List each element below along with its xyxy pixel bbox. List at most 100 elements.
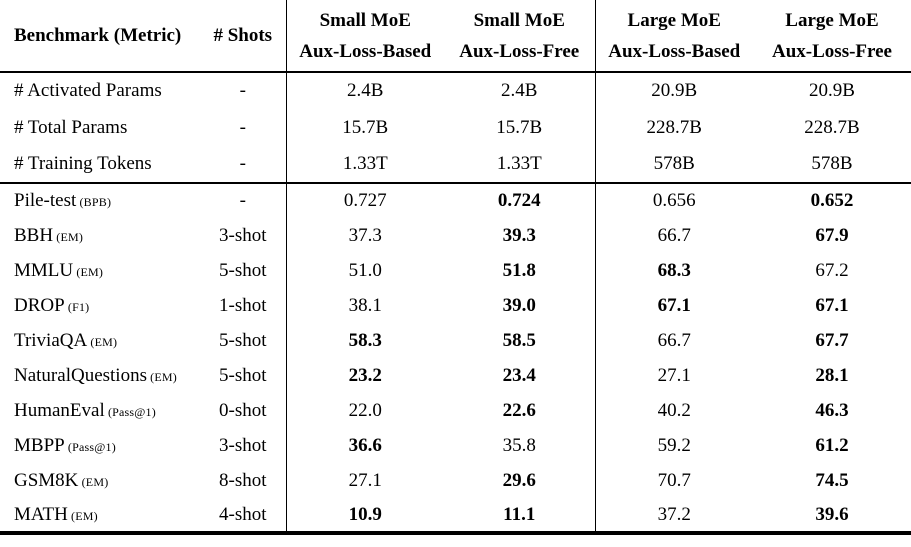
header-group-line1: Large MoE: [785, 9, 879, 31]
value-cell: 38.1: [285, 288, 444, 323]
row-label-cell: MATH (EM): [0, 498, 200, 533]
value-cell: 67.9: [815, 224, 849, 246]
table-row: MMLU (EM) 5-shot 51.0 51.8 68.3 67.2: [0, 253, 911, 288]
value-cell: 20.9B: [594, 72, 753, 109]
metric-label: (EM): [53, 229, 84, 244]
benchmarks-section: Pile-test (BPB) - 0.727 0.724 0.656 0.652 BBH …: [0, 183, 911, 533]
header-group-line2: Aux-Loss-Based: [608, 40, 741, 62]
benchmark-label: NaturalQuestions: [14, 364, 147, 386]
value-cell: 15.7B: [496, 116, 543, 138]
header-group-line1: Large MoE: [627, 9, 721, 31]
value-cell: 39.6: [815, 503, 849, 525]
value-cell: 51.8: [502, 259, 536, 281]
shots-cell: 8-shot: [219, 469, 267, 491]
value-cell: 27.1: [594, 358, 753, 393]
params-section: # Activated Params - 2.4B 2.4B 20.9B 20.9B # T…: [0, 72, 911, 183]
value-cell: 40.2: [594, 393, 753, 428]
value-cell: 35.8: [502, 434, 536, 456]
shots-cell: 1-shot: [219, 294, 267, 316]
table-row: # Activated Params - 2.4B 2.4B 20.9B 20.9B: [0, 72, 911, 109]
table-row: BBH (EM) 3-shot 37.3 39.3 66.7 67.9: [0, 218, 911, 253]
header-benchmark-metric: Benchmark (Metric): [14, 24, 182, 46]
shots-cell: -: [239, 153, 246, 174]
value-cell: 228.7B: [594, 109, 753, 146]
benchmark-label: # Activated Params: [14, 80, 162, 101]
header-group-line2: Aux-Loss-Based: [299, 40, 432, 62]
value-cell: 39.0: [502, 294, 536, 316]
value-cell: 1.33T: [285, 146, 444, 183]
metric-label: (EM): [146, 369, 177, 384]
row-label-cell: # Training Tokens: [0, 146, 200, 183]
value-cell: 58.5: [502, 329, 536, 351]
table-row: NaturalQuestions (EM) 5-shot 23.2 23.4 27.1 2…: [0, 358, 911, 393]
row-label-cell: # Total Params: [0, 109, 200, 146]
value-cell: 68.3: [594, 253, 753, 288]
shots-cell: 3-shot: [219, 224, 267, 246]
value-cell: 1.33T: [496, 153, 542, 174]
value-cell: 67.2: [815, 259, 849, 281]
value-cell: 46.3: [815, 399, 849, 421]
shots-cell: -: [239, 190, 246, 211]
benchmark-label: MMLU: [14, 259, 74, 281]
benchmark-label: GSM8K: [14, 469, 79, 491]
row-label-cell: TriviaQA (EM): [0, 323, 200, 358]
value-cell: 27.1: [285, 463, 444, 498]
value-cell: 2.4B: [501, 80, 538, 101]
table-row: GSM8K (EM) 8-shot 27.1 29.6 70.7 74.5: [0, 463, 911, 498]
row-label-cell: MBPP (Pass@1): [0, 428, 200, 463]
table-row: # Training Tokens - 1.33T 1.33T 578B 578B: [0, 146, 911, 183]
value-cell: 10.9: [285, 498, 444, 533]
header-group-line1: Small MoE: [319, 9, 411, 31]
table-row: # Total Params - 15.7B 15.7B 228.7B 228.7B: [0, 109, 911, 146]
shots-cell: 5-shot: [219, 259, 267, 281]
value-cell: 67.1: [815, 294, 849, 316]
benchmark-label: TriviaQA: [14, 329, 88, 351]
benchmark-label: BBH: [14, 224, 54, 246]
metric-label: (BPB): [76, 195, 112, 209]
row-label-cell: GSM8K (EM): [0, 463, 200, 498]
value-cell: 22.0: [285, 393, 444, 428]
benchmark-label: # Total Params: [14, 116, 128, 138]
row-label-cell: # Activated Params: [0, 72, 200, 109]
table-row: TriviaQA (EM) 5-shot 58.3 58.5 66.7 67.7: [0, 323, 911, 358]
shots-cell: 0-shot: [219, 399, 267, 421]
value-cell: 0.727: [285, 183, 444, 218]
value-cell: 11.1: [503, 503, 536, 525]
row-label-cell: DROP (F1): [0, 288, 200, 323]
table-row: MATH (EM) 4-shot 10.9 11.1 37.2 39.6: [0, 498, 911, 533]
header-small-moe-aux-loss-based: Small MoE Aux-Loss-Based: [285, 0, 444, 72]
value-cell: 23.2: [285, 358, 444, 393]
benchmark-label: MATH: [14, 503, 68, 525]
value-cell: 36.6: [285, 428, 444, 463]
benchmark-label: MBPP: [14, 434, 65, 456]
benchmark-label: HumanEval: [14, 399, 105, 421]
benchmark-label: DROP: [14, 294, 65, 316]
table-row: MBPP (Pass@1) 3-shot 36.6 35.8 59.2 61.2: [0, 428, 911, 463]
value-cell: 70.7: [594, 463, 753, 498]
value-cell: 37.3: [285, 218, 444, 253]
value-cell: 58.3: [285, 323, 444, 358]
value-cell: 39.3: [502, 224, 536, 246]
metric-label: (EM): [73, 264, 104, 279]
value-cell: 15.7B: [285, 109, 444, 146]
row-label-cell: BBH (EM): [0, 218, 200, 253]
value-cell: 20.9B: [809, 80, 855, 101]
value-cell: 66.7: [594, 218, 753, 253]
value-cell: 51.0: [285, 253, 444, 288]
row-label-cell: MMLU (EM): [0, 253, 200, 288]
shots-cell: 3-shot: [219, 434, 267, 456]
benchmark-label: Pile-test: [14, 190, 77, 211]
value-cell: 578B: [811, 153, 853, 174]
metric-label: (EM): [78, 474, 109, 489]
value-cell: 37.2: [594, 498, 753, 533]
row-label-cell: NaturalQuestions (EM): [0, 358, 200, 393]
results-table: Benchmark (Metric) # Shots Small MoE Aux…: [0, 0, 911, 535]
metric-label: (F1): [64, 299, 90, 314]
header-large-moe-aux-loss-based: Large MoE Aux-Loss-Based: [594, 0, 753, 72]
benchmark-label: # Training Tokens: [14, 153, 152, 174]
value-cell: 23.4: [502, 364, 536, 386]
table-row: DROP (F1) 1-shot 38.1 39.0 67.1 67.1: [0, 288, 911, 323]
metric-label: (EM): [87, 334, 118, 349]
value-cell: 2.4B: [285, 72, 444, 109]
